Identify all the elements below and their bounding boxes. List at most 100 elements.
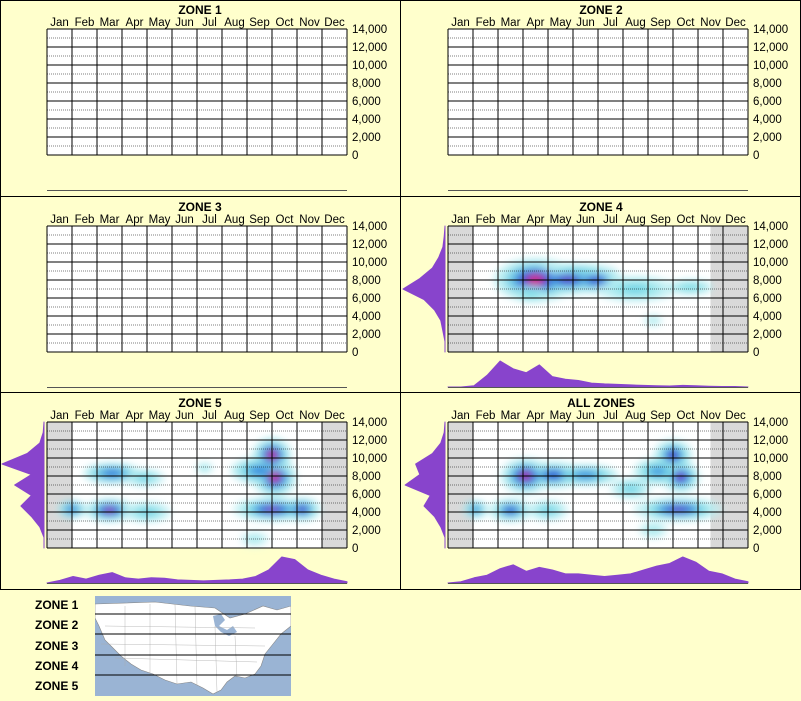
x-tick-label: May	[149, 214, 171, 226]
x-tick-label: Sep	[249, 17, 269, 29]
x-tick-label: May	[149, 17, 171, 29]
y-tick-label: 8,000	[753, 78, 782, 90]
y-tick-label: 8,000	[352, 78, 381, 90]
y-tick-label: 12,000	[352, 42, 387, 54]
y-tick-label: 10,000	[753, 60, 788, 72]
y-tick-label: 6,000	[352, 96, 381, 108]
y-tick-label: 6,000	[753, 489, 782, 501]
y-tick-label: 2,000	[352, 132, 381, 144]
y-tick-label: 10,000	[753, 453, 788, 465]
x-tick-label: Nov	[299, 410, 320, 422]
x-tick-label: Jun	[175, 410, 194, 422]
y-tick-label: 12,000	[753, 42, 788, 54]
x-tick-label: Mar	[501, 214, 521, 226]
x-tick-label: Oct	[276, 17, 295, 29]
x-tick-label: Oct	[276, 214, 295, 226]
y-tick-label: 6,000	[352, 489, 381, 501]
heat-blob	[625, 486, 636, 492]
x-tick-label: Oct	[677, 17, 696, 29]
x-tick-label: Oct	[276, 410, 295, 422]
x-tick-label: Dec	[324, 214, 345, 226]
y-tick-label: 4,000	[352, 311, 381, 323]
x-tick-label: Jun	[576, 17, 595, 29]
heat-blob	[625, 285, 646, 293]
y-tick-label: 6,000	[753, 96, 782, 108]
x-tick-label: Jul	[603, 214, 618, 226]
zone-legend-label-4: ZONE 4	[35, 659, 79, 673]
marginal-y-distribution	[404, 421, 446, 549]
chart-panel: ZONE 4 Jan Feb Mar Apr May Jun Jul Aug Sep Oct Nov D…	[402, 200, 788, 388]
y-tick-label: 14,000	[352, 24, 387, 36]
x-tick-label: Oct	[677, 410, 696, 422]
x-tick-label: Aug	[224, 214, 244, 226]
x-tick-label: Apr	[126, 214, 144, 226]
heat-blob	[252, 467, 267, 474]
zone-legend-label-3: ZONE 3	[35, 639, 79, 653]
chart-title: ZONE 4	[579, 200, 623, 214]
x-tick-label: Mar	[100, 17, 120, 29]
y-tick-label: 10,000	[753, 257, 788, 269]
heat-blob	[561, 276, 575, 282]
y-tick-label: 14,000	[753, 417, 788, 429]
y-tick-label: 4,000	[753, 114, 782, 126]
heat-blob	[105, 508, 114, 513]
x-tick-label: Sep	[249, 214, 269, 226]
x-tick-label: Jul	[202, 17, 217, 29]
x-tick-label: May	[550, 214, 572, 226]
y-tick-label: 0	[352, 347, 358, 359]
map-zone-lines	[95, 613, 291, 676]
heat-blob	[298, 507, 306, 512]
x-tick-label: Jan	[451, 17, 470, 29]
heat-blob	[249, 536, 260, 542]
y-tick-label: 8,000	[352, 471, 381, 483]
zone-legend-label-5: ZONE 5	[35, 679, 79, 693]
marginal-x-distribution	[46, 556, 348, 584]
heat-blob	[506, 508, 515, 513]
x-tick-label: Mar	[100, 410, 120, 422]
x-tick-label: Jan	[451, 214, 470, 226]
x-tick-label: Aug	[625, 17, 645, 29]
y-tick-label: 2,000	[753, 525, 782, 537]
x-tick-label: Dec	[324, 17, 345, 29]
heat-blob	[524, 290, 537, 297]
x-tick-label: Nov	[700, 410, 721, 422]
marginal-x-distribution	[447, 556, 749, 584]
x-tick-label: Mar	[501, 17, 521, 29]
chart-panel: ZONE 3 Jan Feb Mar Apr May Jun Jul Aug Sep Oct Nov D…	[46, 200, 387, 388]
y-tick-label: 8,000	[753, 471, 782, 483]
x-tick-label: May	[550, 410, 572, 422]
x-tick-label: Apr	[527, 214, 545, 226]
chart-panel: ALL ZONES Jan Feb Mar Apr May Jun Jul Aug Sep Oct N…	[404, 396, 788, 584]
x-tick-label: Sep	[650, 410, 670, 422]
marginal-x-distribution	[447, 360, 749, 388]
heat-blob	[677, 474, 684, 480]
x-tick-label: Feb	[75, 17, 95, 29]
x-tick-label: Jul	[603, 410, 618, 422]
x-tick-label: Dec	[725, 17, 746, 29]
x-tick-label: Feb	[476, 410, 496, 422]
y-tick-label: 14,000	[352, 221, 387, 233]
x-tick-label: Sep	[650, 17, 670, 29]
x-tick-label: Dec	[725, 214, 746, 226]
marginal-y-distribution	[402, 225, 446, 353]
y-tick-label: 2,000	[352, 525, 381, 537]
y-tick-label: 0	[753, 543, 759, 555]
x-tick-label: Sep	[650, 214, 670, 226]
x-tick-label: Jul	[202, 214, 217, 226]
x-tick-label: Jan	[50, 17, 69, 29]
x-tick-label: Aug	[224, 410, 244, 422]
map-land-north-america	[95, 601, 291, 695]
y-tick-label: 12,000	[352, 239, 387, 251]
x-tick-label: Nov	[700, 214, 721, 226]
x-tick-label: Jun	[175, 214, 194, 226]
y-tick-label: 0	[352, 543, 358, 555]
x-tick-label: May	[550, 17, 572, 29]
x-tick-label: Jan	[50, 214, 69, 226]
y-tick-label: 0	[753, 150, 759, 162]
x-tick-label: Apr	[126, 410, 144, 422]
y-tick-label: 12,000	[753, 239, 788, 251]
y-tick-label: 10,000	[352, 60, 387, 72]
chart-panel: ZONE 5 Jan Feb Mar Apr May Jun Jul Aug Sep Oct Nov D…	[1, 396, 387, 584]
y-tick-label: 6,000	[753, 293, 782, 305]
